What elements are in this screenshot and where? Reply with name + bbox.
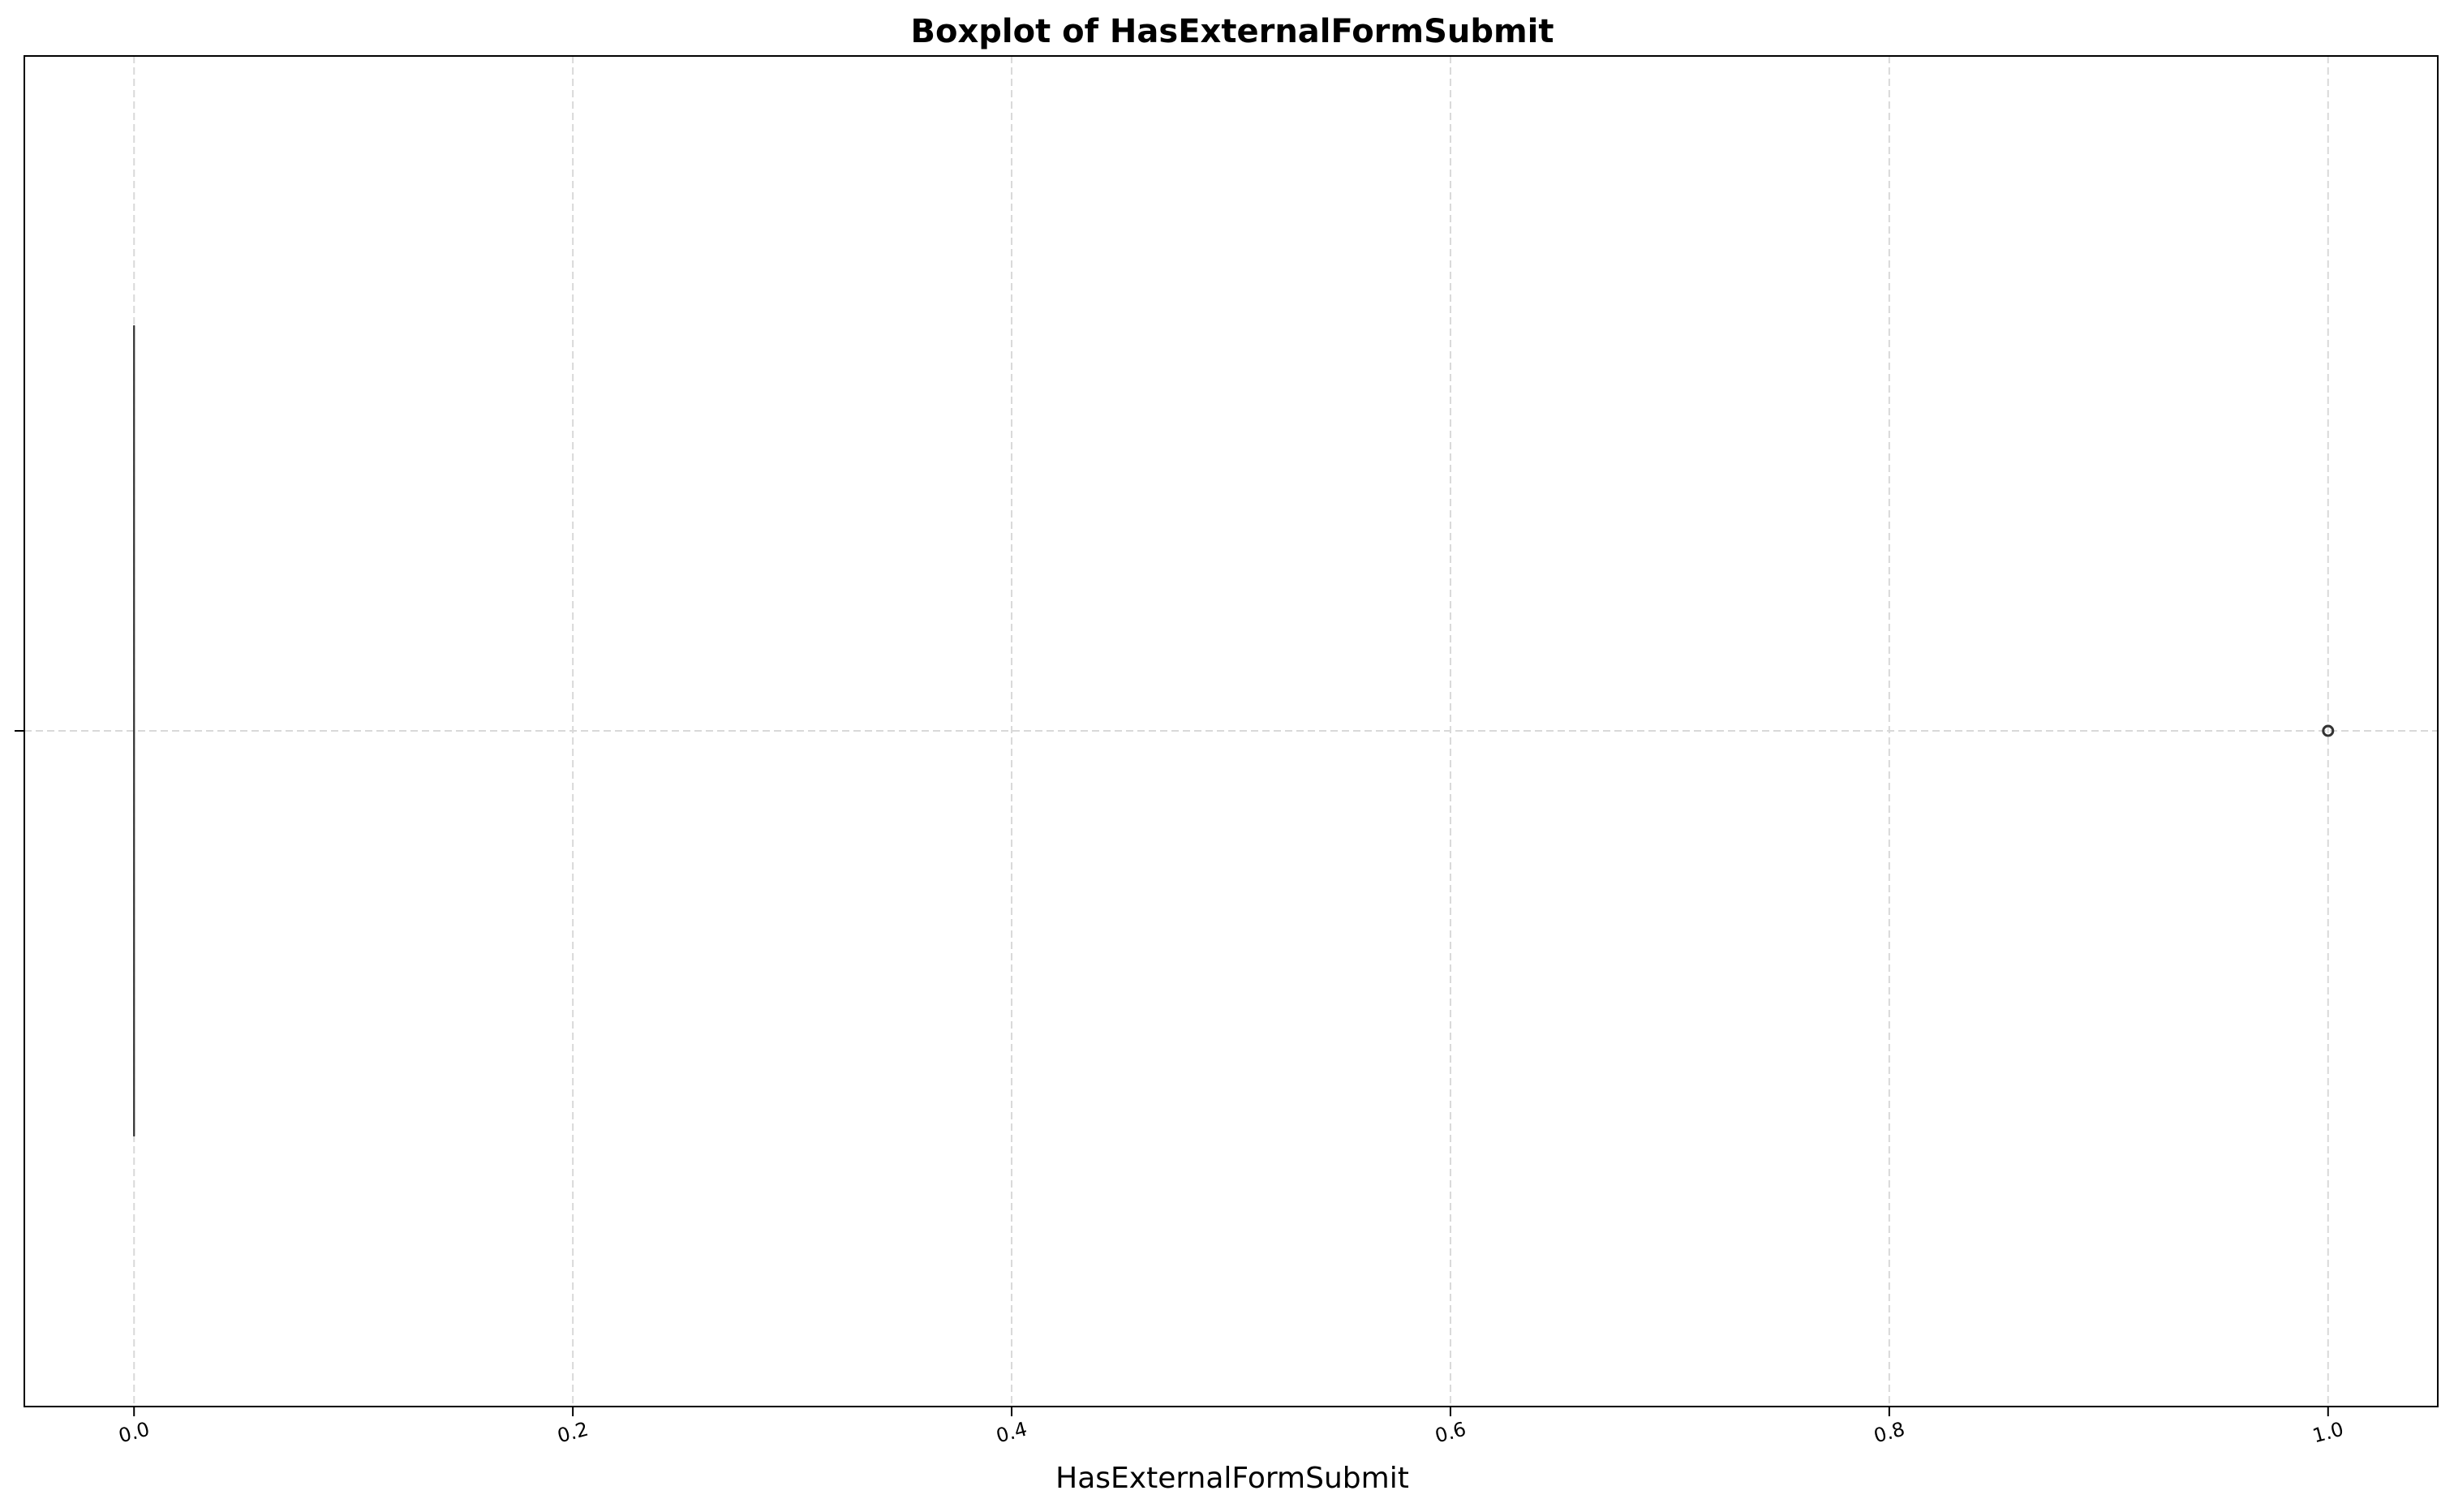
x-axis-label: HasExternalFormSubmit (1055, 1462, 1409, 1495)
chart-title: Boxplot of HasExternalFormSubmit (910, 13, 1554, 50)
